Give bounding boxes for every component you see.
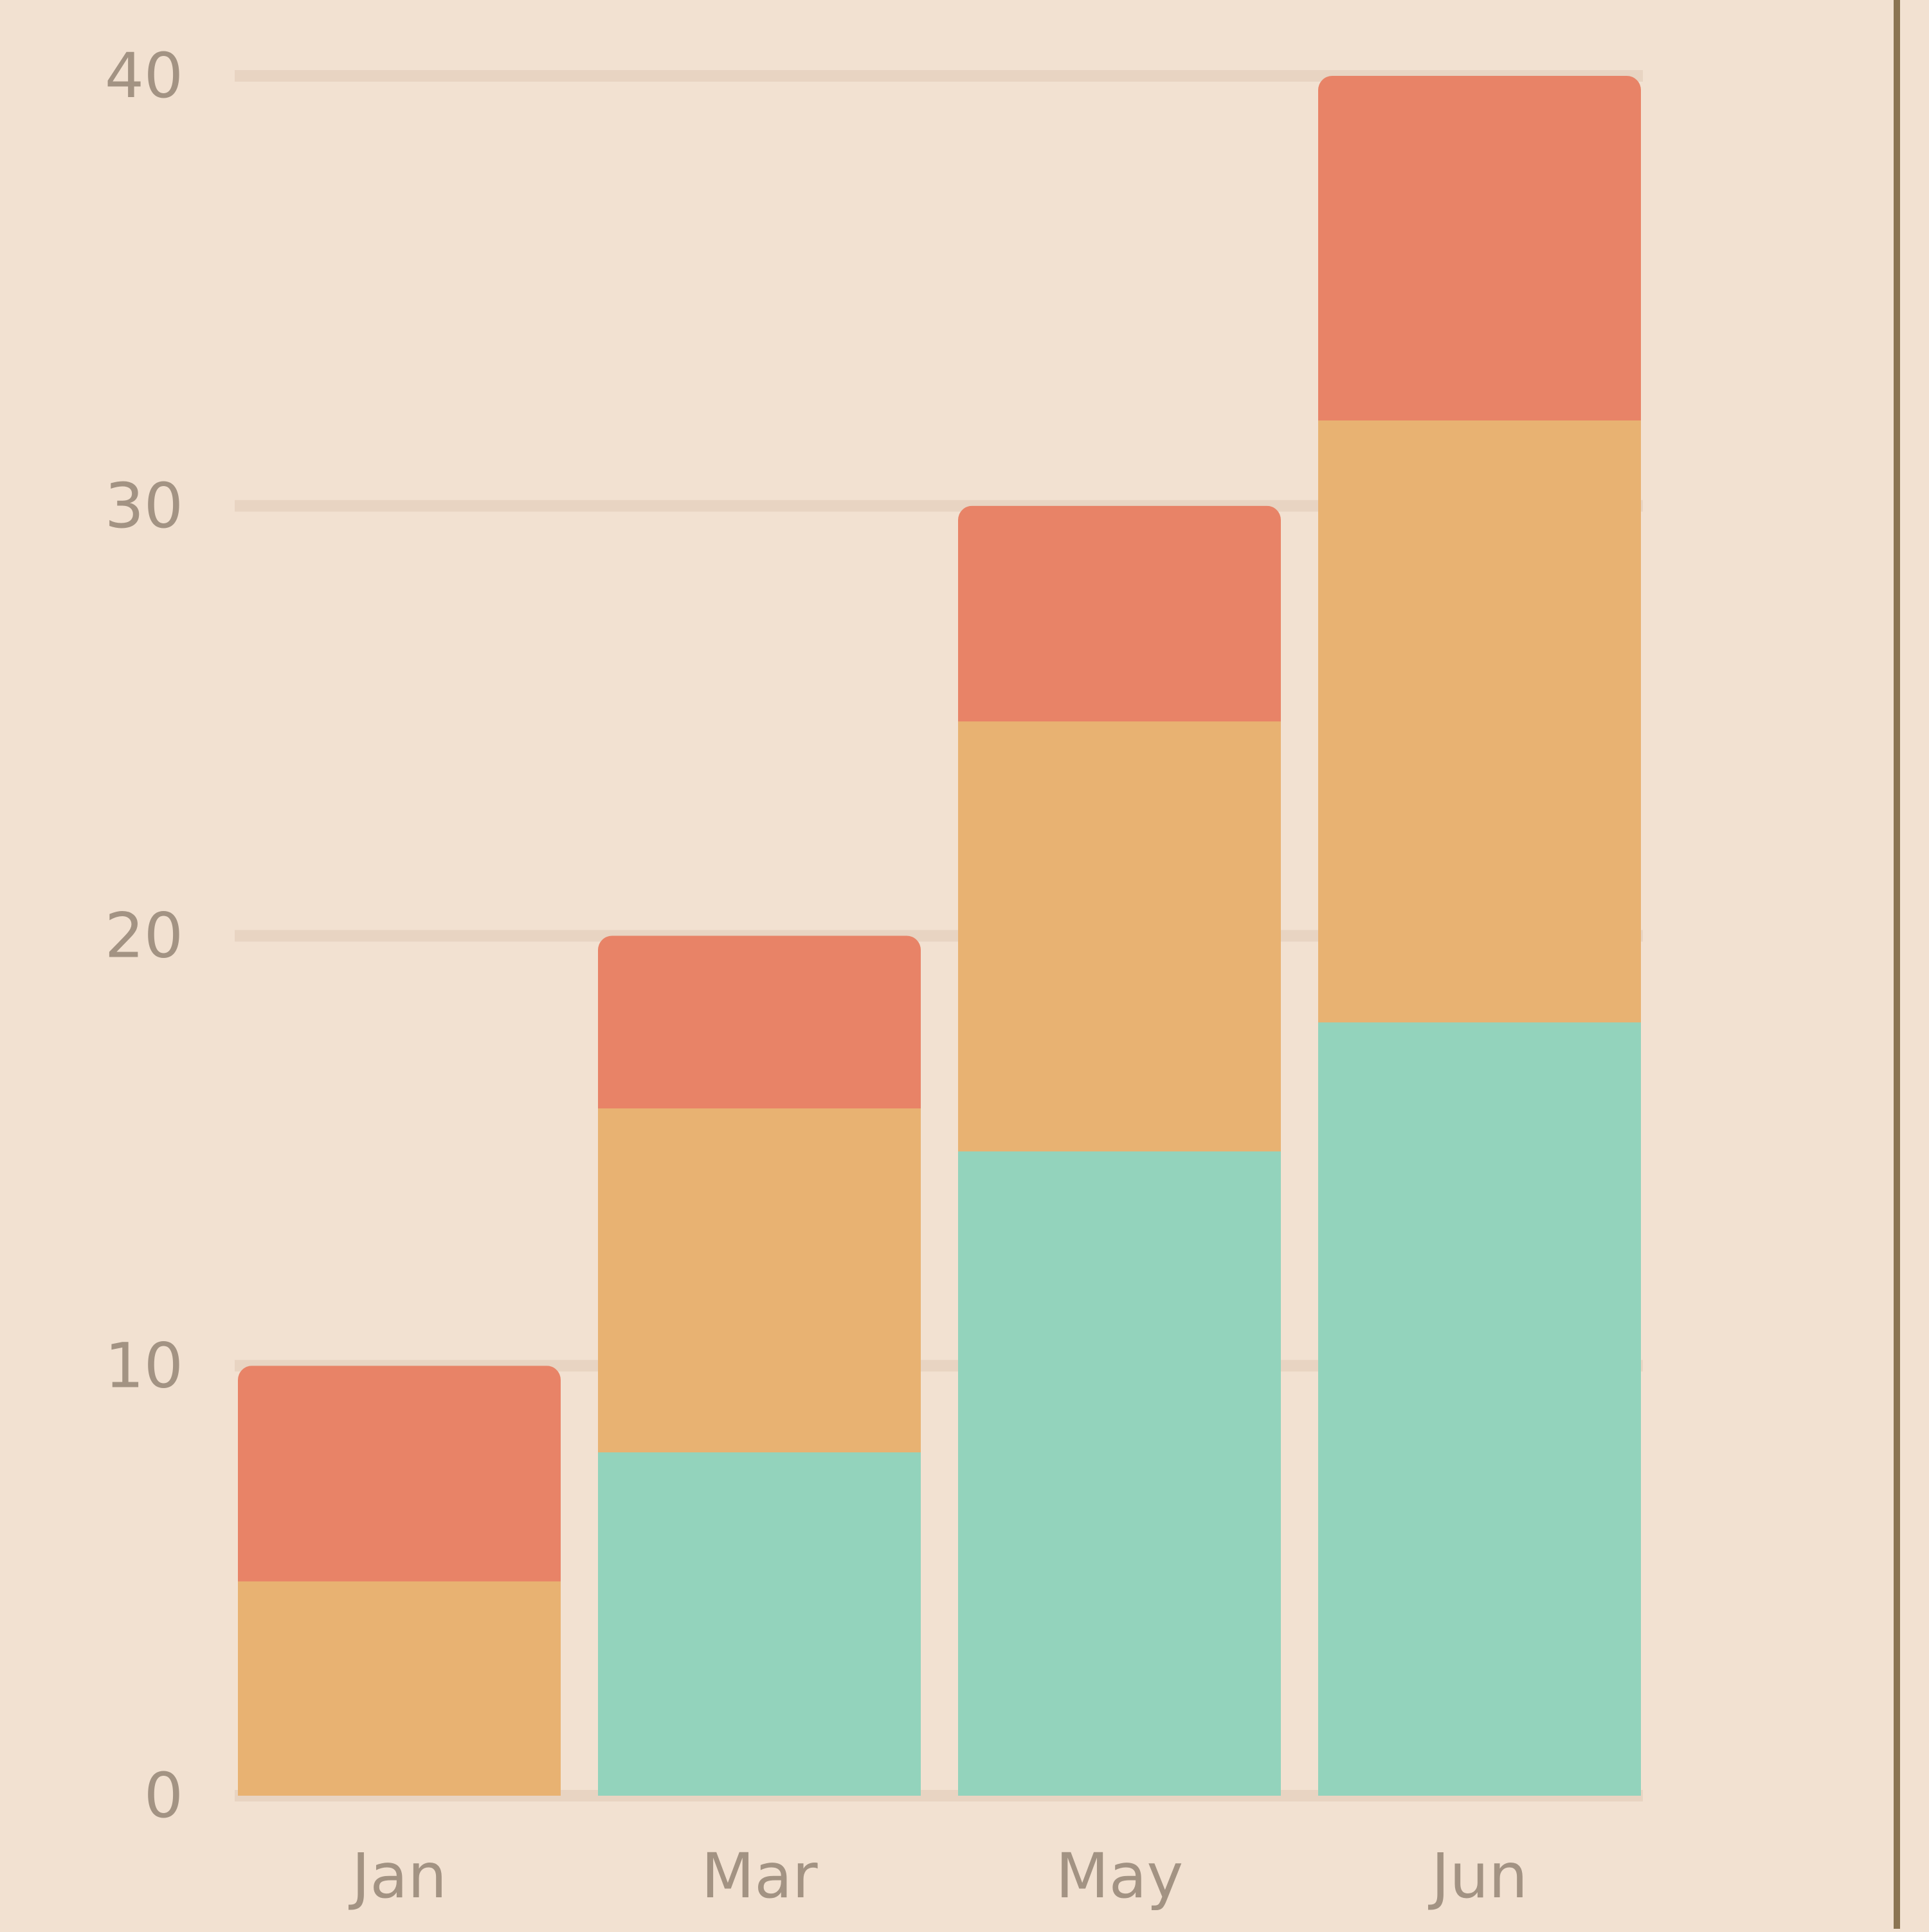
x-tick-label-may: May: [1056, 1840, 1183, 1912]
bar-stack-may: [958, 505, 1281, 1796]
x-axis-ticks: Jan Mar May Jun: [349, 1840, 1528, 1912]
bar-segment-mar-series-3: [598, 935, 921, 1108]
bar-segment-mar-series-2: [598, 1108, 921, 1452]
y-tick-label-10: 10: [105, 1330, 183, 1402]
bar-segment-jun-series-3: [1318, 76, 1641, 420]
x-tick-label-jan: Jan: [349, 1840, 447, 1912]
x-tick-label-mar: Mar: [701, 1840, 818, 1912]
bar-segment-jun-series-1: [1318, 1022, 1641, 1796]
y-tick-label-30: 30: [105, 470, 183, 542]
bar-segment-mar-series-1: [598, 1452, 921, 1796]
bar-segment-may-series-3: [958, 505, 1281, 722]
bar-segment-jan-series-3: [238, 1366, 561, 1582]
y-tick-label-0: 0: [144, 1760, 183, 1832]
bar-segment-may-series-1: [958, 1150, 1281, 1796]
bar-segment-may-series-2: [958, 721, 1281, 1151]
bar-stack-jan: [238, 1366, 561, 1796]
bar-segment-jun-series-2: [1318, 420, 1641, 1023]
y-tick-label-20: 20: [105, 900, 183, 972]
bars: [238, 76, 1641, 1796]
bar-segment-jan-series-2: [238, 1580, 561, 1796]
x-tick-label-jun: Jun: [1428, 1840, 1528, 1912]
bar-stack-mar: [598, 935, 921, 1796]
panel-right-border: [1894, 0, 1900, 1929]
y-axis-ticks: 0 10 20 30 40: [105, 40, 183, 1832]
bar-stack-jun: [1318, 76, 1641, 1796]
y-tick-label-40: 40: [105, 40, 183, 112]
